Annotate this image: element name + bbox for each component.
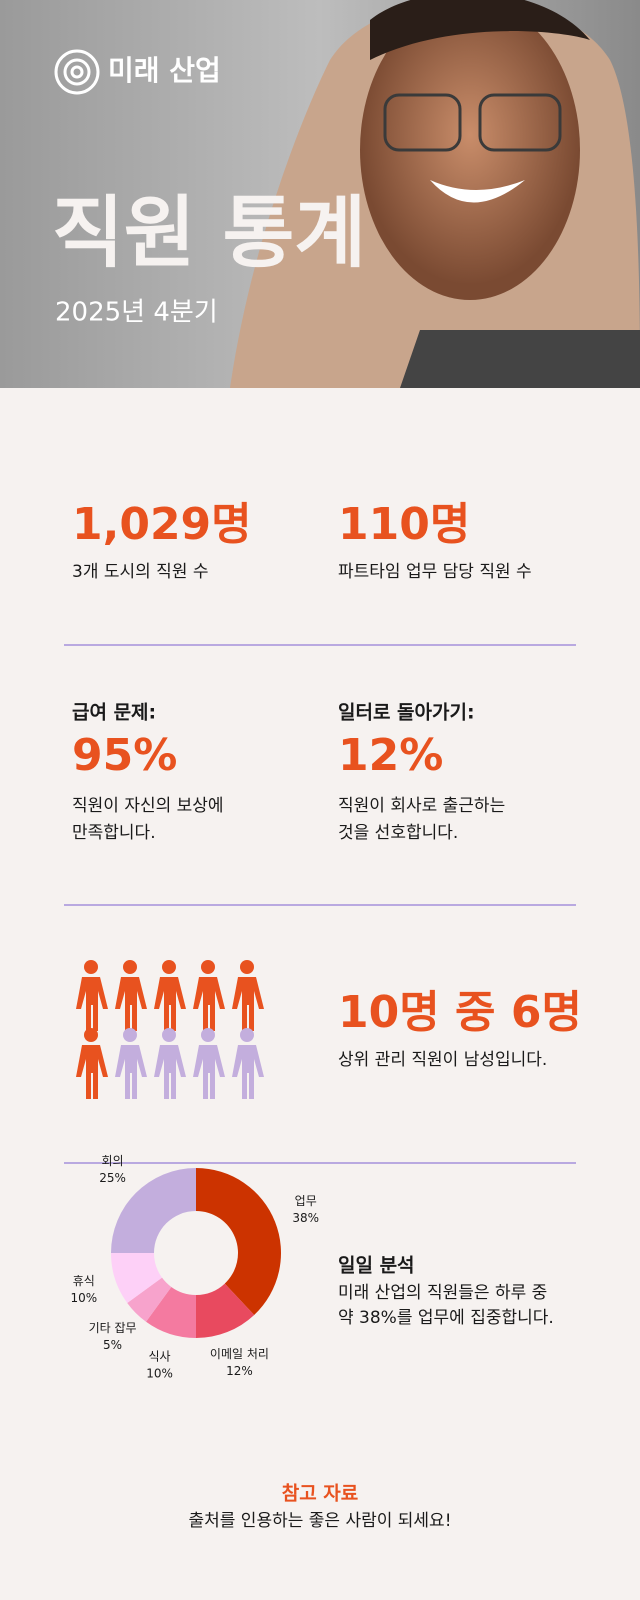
person-icon [76,1028,108,1099]
segment-value: 10% [146,1367,173,1381]
person-head [201,960,215,974]
chart-text: 약 38%를 업무에 집중합니다. [338,1308,554,1328]
donut-segment [111,1168,196,1253]
stat-heading: 일터로 돌아가기: [338,702,475,724]
person-head [240,1028,254,1042]
stat-label: 직원이 회사로 출근하는 [338,796,505,816]
segment-value: 10% [70,1291,97,1305]
donut-segment [196,1168,281,1315]
segment-label: 이메일 처리 [210,1347,269,1361]
person-icon [193,1028,225,1099]
subtitle: 2025년 4분기 [55,298,218,328]
donut-segment [196,1283,255,1338]
person-body [193,977,225,1031]
person-icon [115,1028,147,1099]
person-icon [193,960,225,1031]
person-head [84,1028,98,1042]
person-body [232,1045,264,1099]
person-icon [115,960,147,1031]
stat-value: 95% [72,730,177,781]
stat-label: 것을 선호합니다. [338,823,458,843]
footer-title: 참고 자료 [282,1483,359,1505]
person-head [162,1028,176,1042]
segment-value: 5% [103,1338,122,1352]
portrait [230,0,640,388]
stat-label: 3개 도시의 직원 수 [72,562,209,582]
stat-value: 110명 [338,499,470,550]
person-body [115,977,147,1031]
segment-value: 38% [292,1211,319,1225]
person-head [123,1028,137,1042]
person-icon [76,960,108,1031]
pictogram-label: 상위 관리 직원이 남성입니다. [338,1050,547,1070]
segment-value: 25% [99,1171,126,1185]
person-body [154,1045,186,1099]
pictogram [76,960,264,1099]
person-icon [232,1028,264,1099]
person-body [193,1045,225,1099]
person-head [123,960,137,974]
title: 직원 통계 [52,188,366,278]
segment-label: 휴식 [73,1274,95,1288]
segment-label: 업무 [295,1194,317,1208]
person-icon [232,960,264,1031]
segment-label: 회의 [102,1154,124,1168]
stat-label: 파트타임 업무 담당 직원 수 [338,562,532,582]
stat-label: 직원이 자신의 보상에 [72,796,224,816]
stat-label: 만족합니다. [72,823,156,843]
person-head [84,960,98,974]
person-body [76,977,108,1031]
person-icon [154,960,186,1031]
person-icon [154,1028,186,1099]
segment-label: 기타 잡무 [89,1321,137,1335]
chart-heading: 일일 분석 [338,1255,415,1277]
chart-text: 미래 산업의 직원들은 하루 중 [338,1283,547,1303]
donut-segment [111,1253,163,1303]
segment-label: 식사 [148,1350,170,1364]
pictogram-value: 10명 중 6명 [338,987,582,1038]
logo-icon [54,49,100,95]
footer-text: 출처를 인용하는 좋은 사람이 되세요! [188,1511,451,1531]
stat-heading: 급여 문제: [72,702,156,724]
donut-chart: 업무 38% 이메일 처리 12% 식사 10% 기타 잡무 5% 휴식 10% 회의 25% [70,1154,319,1381]
person-head [162,960,176,974]
donut-segment [146,1286,196,1338]
stat-value: 1,029명 [72,499,252,550]
person-body [115,1045,147,1099]
person-body [154,977,186,1031]
person-head [201,1028,215,1042]
donut-segment [127,1277,172,1322]
segment-value: 12% [226,1364,253,1378]
stat-value: 12% [338,730,443,781]
person-head [240,960,254,974]
logo-text: 미래 산업 [108,54,221,87]
person-body [232,977,264,1031]
person-body [76,1045,108,1099]
